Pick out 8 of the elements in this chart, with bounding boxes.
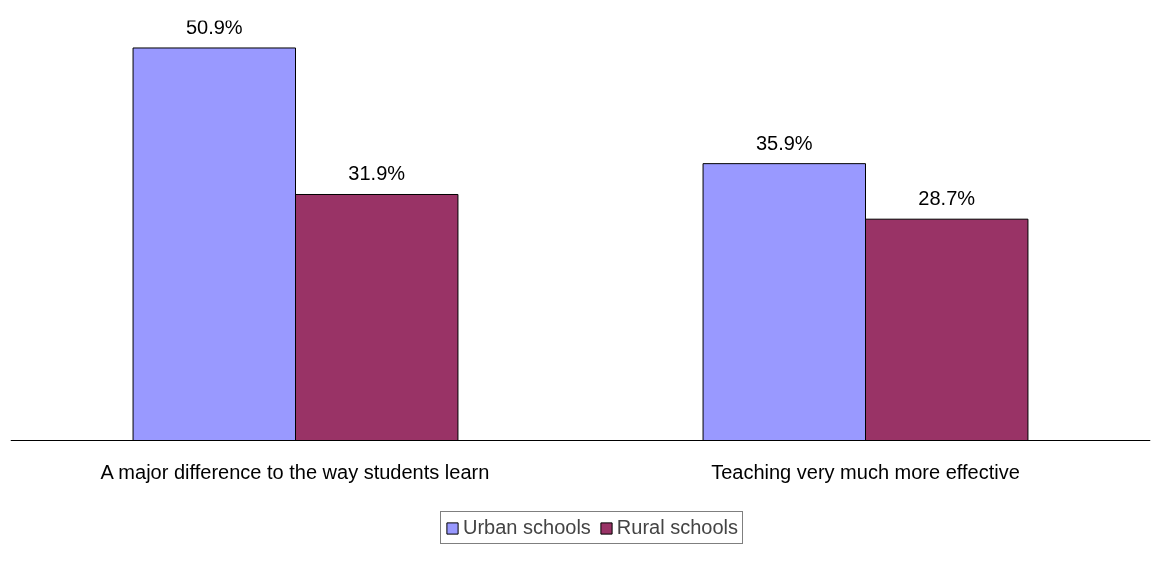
legend-label: Rural schools xyxy=(616,516,739,539)
x-tick-label: A major difference to the way students learn xyxy=(100,460,490,483)
data-label: 28.7% xyxy=(918,187,976,210)
data-label: 31.9% xyxy=(348,162,406,185)
data-label: 50.9% xyxy=(185,15,243,38)
data-label: 35.9% xyxy=(755,131,813,154)
legend-label: Urban schools xyxy=(463,516,591,539)
x-tick-label: Teaching very much more effective xyxy=(711,460,1020,483)
